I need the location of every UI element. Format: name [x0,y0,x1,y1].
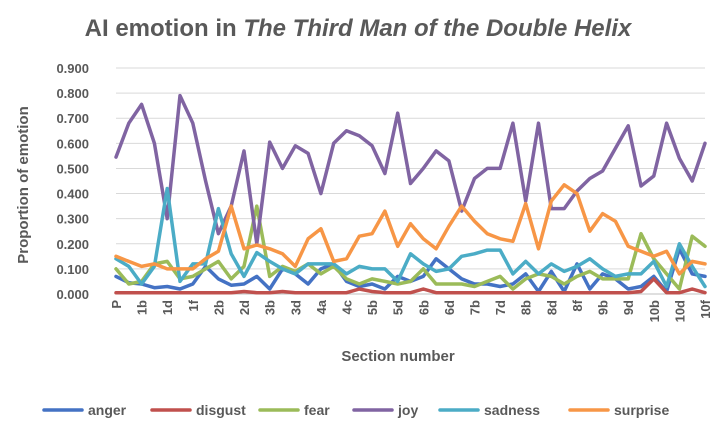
x-tick-label: 2b [211,300,226,315]
y-tick-label: 0.900 [56,61,89,76]
y-tick-label: 0.400 [56,187,89,202]
legend-label-sadness: sadness [484,402,540,418]
chart-title-italic: The Third Man of the Double Helix [243,15,633,42]
legend-label-anger: anger [88,402,127,418]
legend: anger disgust fear joy sadness surprise [42,402,669,418]
series-line-fear [114,204,707,291]
y-tick-label: 0.700 [56,111,89,126]
x-axis-ticks: P 1b 1d 1f 2b 2d 3b 3d 4a 4c 5b 5d 6b 6d 7b 7d 8b 8d 8f 9b 9… [109,299,713,322]
x-tick-label: 2d [237,300,252,315]
x-tick-label: 5b [365,300,380,315]
series-line-joy [114,93,707,246]
x-tick-label: 4a [314,299,329,314]
x-tick-label: 8d [544,300,559,315]
chart-title: AI emotion in The Third Man of the Doubl… [85,15,633,42]
x-tick-label: 7b [468,300,483,315]
x-tick-label: P [109,300,124,309]
x-tick-label: 5d [391,300,406,315]
x-tick-label: 9b [596,300,611,315]
x-tick-label: 8b [519,300,534,315]
x-tick-label: 1b [135,300,150,315]
x-tick-label: 7d [493,300,508,315]
x-axis-label: Section number [341,348,455,365]
x-tick-label: 8f [570,299,585,311]
x-tick-label: 10b [647,300,662,322]
x-tick-label: 10f [698,299,713,318]
x-tick-label: 6b [416,300,431,315]
x-tick-label: 1d [160,300,175,315]
x-tick-label: 9d [621,300,636,315]
x-tick-label: 4c [339,300,354,314]
x-tick-label: 1f [186,299,201,311]
x-tick-label: 10d [672,300,687,322]
y-tick-label: 0.300 [56,212,89,227]
y-tick-label: 0.000 [56,287,89,302]
x-tick-label: 6d [442,300,457,315]
chart-title-prefix: AI emotion in [85,15,244,42]
series-line-sadness [114,186,707,289]
y-tick-label: 0.600 [56,136,89,151]
legend-label-disgust: disgust [196,402,246,418]
series-line-disgust [114,277,707,295]
y-tick-label: 0.200 [56,237,89,252]
legend-label-surprise: surprise [614,402,669,418]
legend-label-joy: joy [397,402,418,418]
legend-label-fear: fear [304,402,330,418]
series-line-surprise [114,183,707,276]
x-tick-label: 3b [263,300,278,315]
y-axis-ticks: 0.000 0.100 0.200 0.300 0.400 0.500 0.600 0.700… [56,61,89,302]
y-tick-label: 0.500 [56,161,89,176]
x-tick-label: 3d [288,300,303,315]
series-lines [114,93,707,295]
y-tick-label: 0.100 [56,262,89,277]
y-axis-label: Proportion of emotion [15,106,32,263]
y-tick-label: 0.800 [56,86,89,101]
